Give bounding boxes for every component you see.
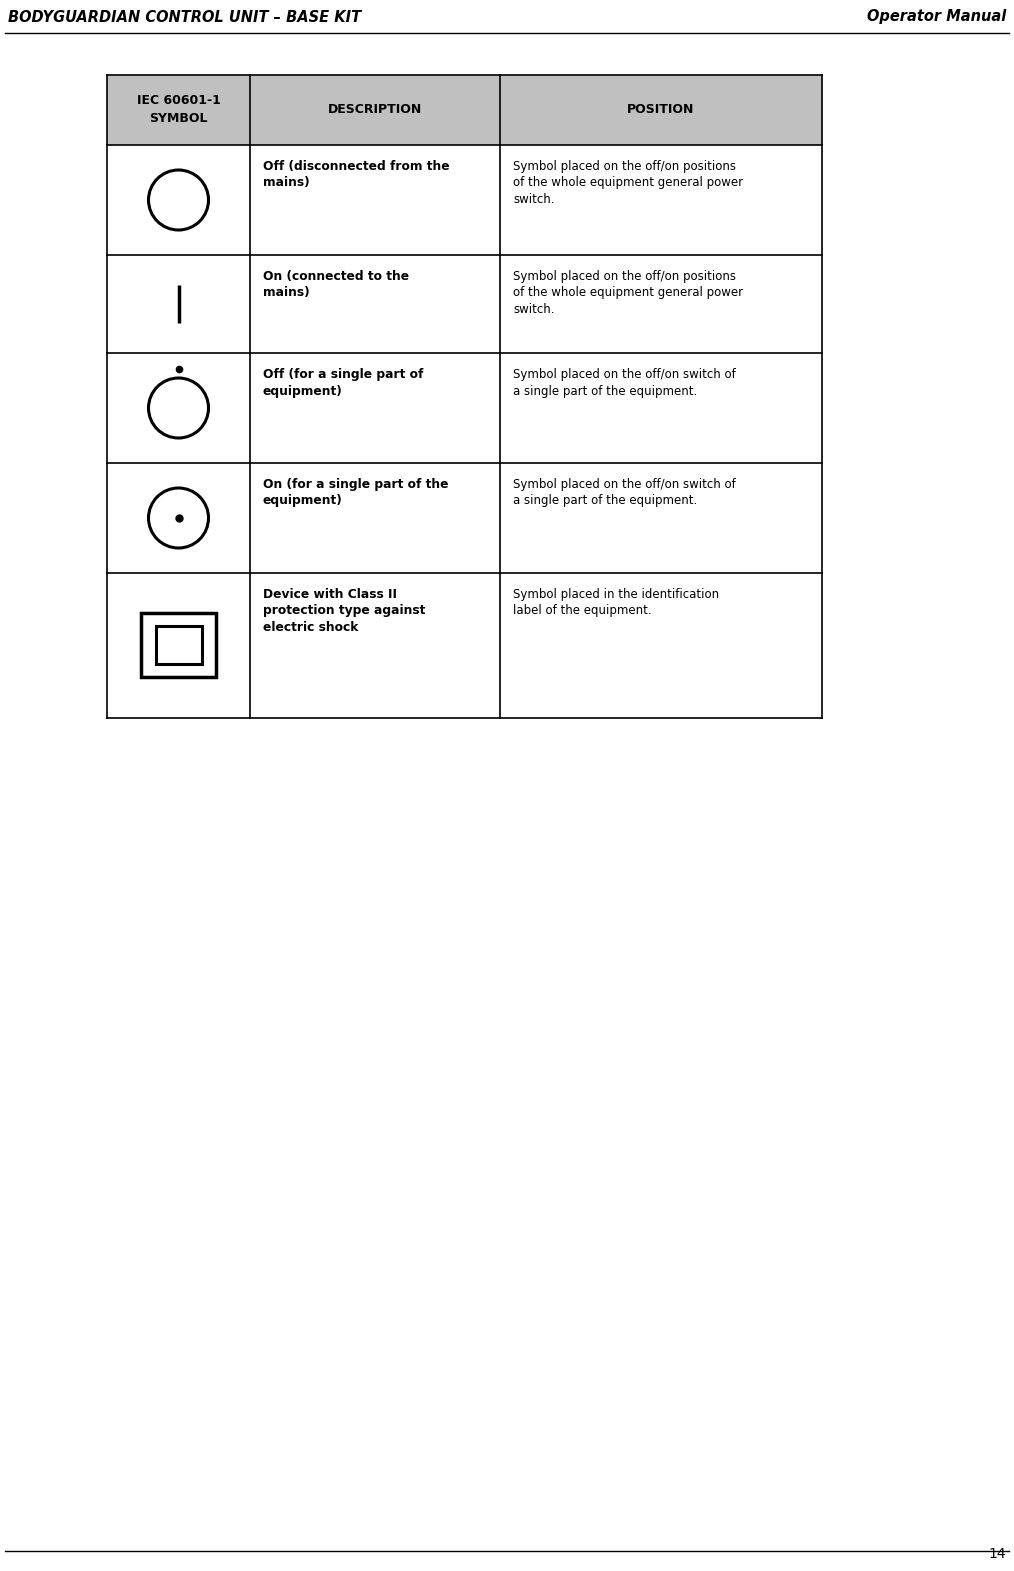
Text: BODYGUARDIAN CONTROL UNIT – BASE KIT: BODYGUARDIAN CONTROL UNIT – BASE KIT bbox=[8, 9, 361, 25]
Text: Symbol placed in the identification
label of the equipment.: Symbol placed in the identification labe… bbox=[513, 588, 719, 617]
Text: Symbol placed on the off/on positions
of the whole equipment general power
switc: Symbol placed on the off/on positions of… bbox=[513, 270, 743, 316]
Text: Device with Class II
protection type against
electric shock: Device with Class II protection type aga… bbox=[263, 588, 426, 635]
Text: DESCRIPTION: DESCRIPTION bbox=[328, 104, 422, 116]
Text: POSITION: POSITION bbox=[628, 104, 695, 116]
Text: Operator Manual: Operator Manual bbox=[867, 9, 1006, 25]
Text: Symbol placed on the off/on switch of
a single part of the equipment.: Symbol placed on the off/on switch of a … bbox=[513, 478, 736, 507]
Bar bbox=[155, 627, 202, 665]
Text: Symbol placed on the off/on switch of
a single part of the equipment.: Symbol placed on the off/on switch of a … bbox=[513, 368, 736, 397]
Text: Symbol placed on the off/on positions
of the whole equipment general power
switc: Symbol placed on the off/on positions of… bbox=[513, 160, 743, 206]
Text: On (connected to the
mains): On (connected to the mains) bbox=[263, 270, 409, 300]
Bar bbox=[141, 614, 217, 677]
Text: IEC 60601-1
SYMBOL: IEC 60601-1 SYMBOL bbox=[137, 94, 220, 126]
Text: 14: 14 bbox=[989, 1547, 1006, 1562]
Bar bbox=[107, 75, 822, 145]
Text: Off (disconnected from the
mains): Off (disconnected from the mains) bbox=[263, 160, 449, 190]
Text: Off (for a single part of
equipment): Off (for a single part of equipment) bbox=[263, 368, 424, 397]
Text: On (for a single part of the
equipment): On (for a single part of the equipment) bbox=[263, 478, 448, 507]
